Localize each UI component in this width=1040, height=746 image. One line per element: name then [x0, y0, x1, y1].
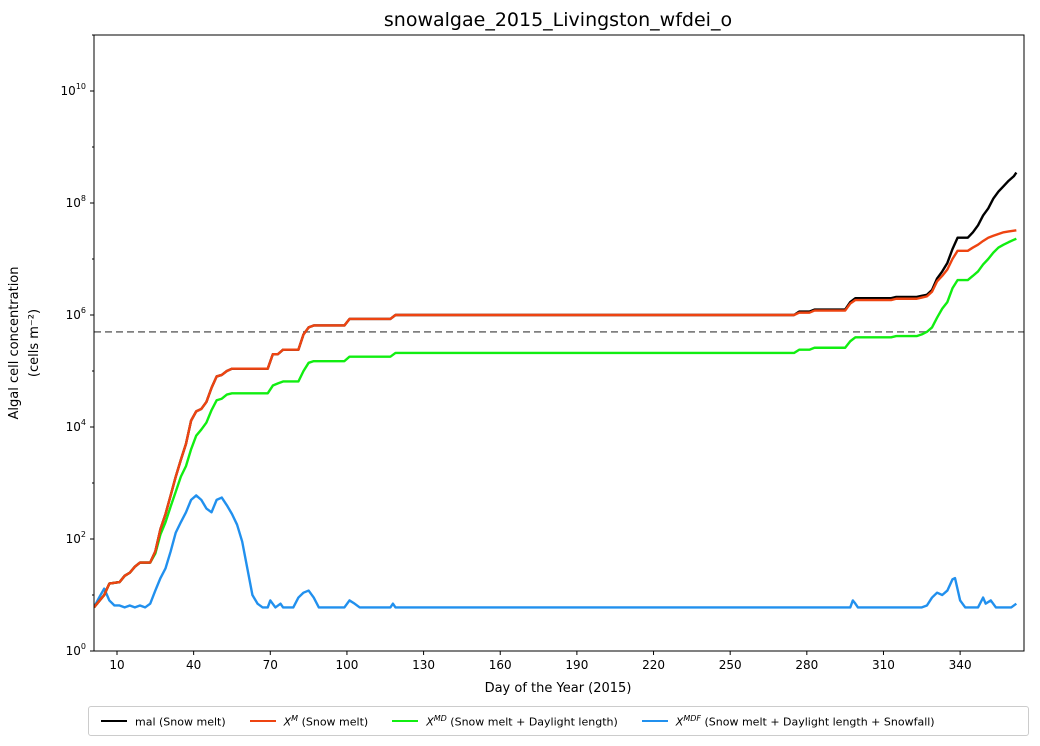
x-tick-label: 340 [949, 658, 972, 672]
x-tick-label: 10 [109, 658, 124, 672]
x-tick-label: 160 [489, 658, 512, 672]
legend-item-mal: mal (Snow melt) [101, 714, 226, 729]
series-line-1 [94, 229, 1017, 609]
legend-label-xm: XM (Snow melt) [283, 713, 369, 729]
y-tick-label: 106 [66, 306, 86, 322]
series-line-3 [94, 494, 1018, 609]
series-line-0 [94, 171, 1018, 609]
y-tick-label: 102 [66, 530, 86, 546]
x-tick-label: 280 [795, 658, 818, 672]
legend-label-mal: mal (Snow melt) [135, 715, 226, 729]
legend-item-xm: XM (Snow melt) [249, 713, 369, 729]
legend-item-xmd: XMD (Snow melt + Daylight length) [392, 713, 618, 729]
x-tick-label: 250 [719, 658, 742, 672]
legend-item-xmdf: XMDF (Snow melt + Daylight length + Snow… [641, 713, 935, 729]
legend-swatch-xmdf [641, 720, 668, 722]
y-axis-label-line1: Algal cell concentration [7, 266, 22, 419]
legend-swatch-mal [101, 720, 127, 722]
x-tick-label: 190 [565, 658, 588, 672]
x-tick-label: 130 [412, 658, 435, 672]
legend-swatch-xmd [392, 720, 419, 722]
x-tick-label: 310 [872, 658, 895, 672]
legend-label-xmdf: XMDF (Snow melt + Daylight length + Snow… [675, 713, 935, 729]
y-tick-label: 1010 [61, 82, 86, 98]
x-tick-label: 70 [263, 658, 278, 672]
series-line-2 [94, 237, 1017, 609]
legend-label-xmd: XMD (Snow melt + Daylight length) [426, 713, 618, 729]
x-axis-label: Day of the Year (2015) [485, 681, 632, 696]
y-axis-label-line2: (cells m⁻²) [27, 309, 42, 377]
plot-frame [93, 34, 1025, 652]
y-tick-label: 108 [66, 194, 86, 210]
x-tick-label: 100 [335, 658, 358, 672]
x-tick-label: 40 [186, 658, 201, 672]
y-tick-label: 104 [66, 418, 86, 434]
legend: mal (Snow melt) XM (Snow melt) XMD (Snow… [88, 706, 1029, 736]
plot-area: 10 40 70 100 130 160 190 220 250 280 310 340 100 102 1… [61, 34, 1025, 672]
x-tick-label: 220 [642, 658, 665, 672]
y-tick-label: 100 [66, 642, 86, 658]
chart-title: snowalgae_2015_Livingston_wfdei_o [384, 9, 732, 31]
legend-swatch-xm [249, 720, 276, 722]
